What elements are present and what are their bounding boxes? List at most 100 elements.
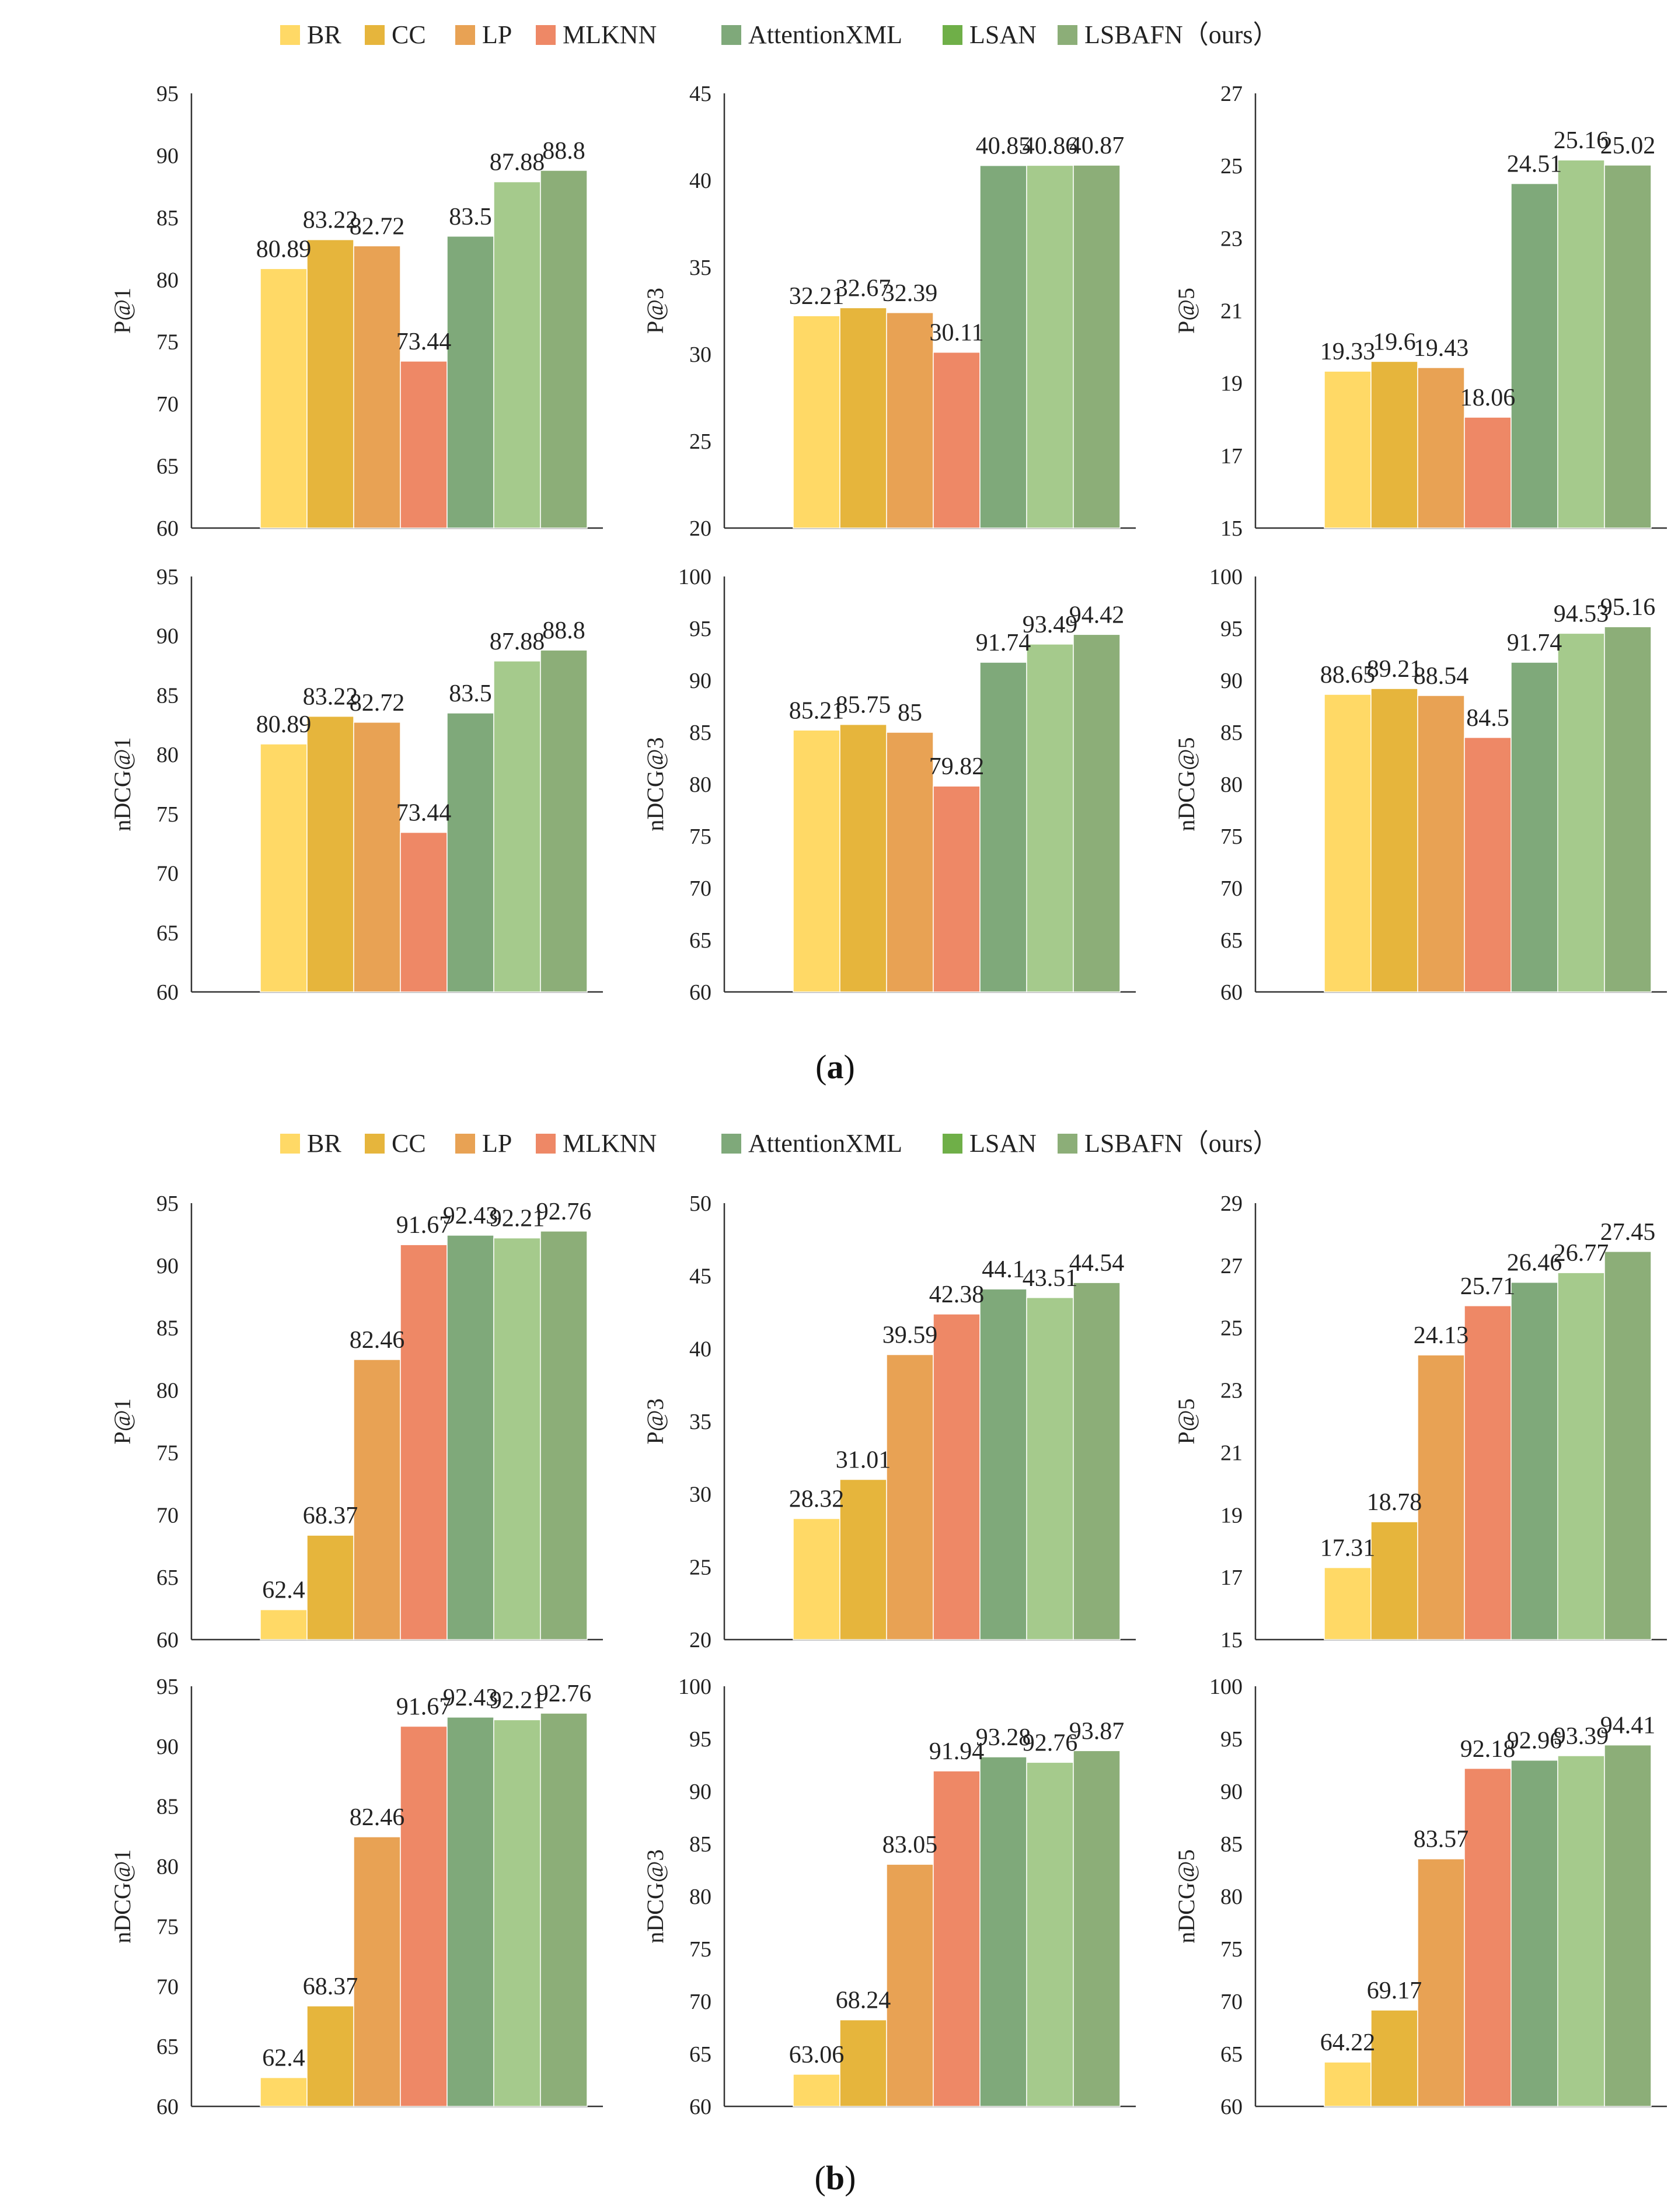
y-tick-label: 95 (156, 1675, 179, 1699)
bar-cc (306, 1535, 354, 1640)
data-label-lp: 88.54 (1414, 663, 1469, 690)
y-tick-label: 90 (156, 624, 179, 649)
y-tick-label: 70 (156, 392, 179, 417)
bar-lp (886, 1864, 934, 2107)
legend-label-lsan-a: LSAN (969, 20, 1037, 49)
bar-lsbafn (540, 649, 588, 993)
chart-b-ndcg-5: nDCG@5 60 65 70 75 80 85 90 95 100 64.22 69.17 83.57… (1173, 1675, 1667, 2119)
data-label-mlknn: 92.18 (1460, 1736, 1516, 1763)
y-tick-label: 90 (156, 1735, 179, 1759)
legend-swatch-lsbafn-ours-b (1058, 1134, 1077, 1154)
y-tick-label: 19 (1220, 1503, 1243, 1528)
y-tick-label: 15 (1220, 516, 1243, 541)
data-label-br: 28.32 (789, 1486, 845, 1513)
y-tick-label: 85 (1220, 721, 1243, 745)
bar-cc (306, 715, 354, 993)
legend-label-lsbafn-ours-b: LSBAFN（ours） (1084, 1129, 1279, 1158)
y-tick-label: 25 (689, 1555, 711, 1579)
data-label-br: 19.33 (1320, 338, 1376, 365)
data-label-lsbafn: 93.87 (1069, 1718, 1125, 1745)
bar-br (793, 729, 840, 993)
bar-mlknn (400, 831, 448, 993)
data-label-cc: 68.24 (836, 1987, 891, 2014)
y-tick-label: 27 (1220, 82, 1243, 106)
bar-br (1324, 2061, 1372, 2107)
legend-label-br-b: BR (307, 1129, 341, 1158)
bar-mlknn (400, 1725, 448, 2107)
chart-b-p-5: P@5151719212325272917.3118.7824.1325.712… (1173, 1191, 1667, 1652)
y-tick-label: 85 (1220, 1832, 1243, 1857)
bar-lp (1417, 367, 1465, 529)
legend-label-br-a: BR (307, 20, 341, 49)
bar-lp (1417, 1354, 1465, 1640)
data-label-lsbafn: 44.54 (1069, 1250, 1125, 1277)
y-tick-label: 30 (689, 1483, 711, 1507)
data-label-cc: 18.78 (1367, 1489, 1422, 1516)
y-tick-label: 80 (689, 1885, 711, 1909)
y-axis-label: P@3 (642, 1398, 668, 1444)
data-label-cc: 68.37 (303, 1502, 358, 1529)
bar-attentionxml (1510, 183, 1558, 529)
bar-mlknn (933, 785, 981, 993)
y-axis-label: P@5 (1173, 288, 1199, 334)
bar-br (793, 315, 840, 529)
data-label-cc: 83.22 (303, 207, 358, 234)
y-tick-label: 75 (156, 802, 179, 827)
bar-lp (886, 312, 934, 529)
y-tick-label: 75 (156, 330, 179, 355)
y-tick-label: 70 (689, 1990, 711, 2014)
data-label-attentionxml: 93.28 (976, 1724, 1031, 1751)
bar-lp (353, 1836, 401, 2107)
bar-lp (1417, 1858, 1465, 2107)
bar-lsbafn (540, 170, 588, 529)
y-tick-label: 65 (156, 921, 179, 945)
data-label-lp: 24.13 (1414, 1322, 1469, 1349)
bar-lsbafn (1604, 1251, 1652, 1640)
bar-mlknn (933, 1313, 981, 1640)
bar-lsbafn (1604, 1744, 1652, 2107)
bar-lsan (1557, 159, 1605, 529)
data-label-attentionxml: 26.46 (1507, 1250, 1562, 1277)
y-tick-label: 21 (1220, 299, 1243, 324)
bar-lp (886, 732, 934, 993)
data-label-cc: 69.17 (1367, 1977, 1422, 2004)
legend-b: BR CC LP MLKNN AttentionXML LSAN LSBAFN（ours） (280, 1129, 1279, 1158)
y-tick-label: 85 (689, 721, 711, 745)
bar-lsbafn (1604, 165, 1652, 529)
y-tick-label: 17 (1220, 444, 1243, 469)
y-tick-label: 95 (156, 82, 179, 106)
data-label-lp: 83.05 (882, 1832, 938, 1858)
bar-br (260, 743, 308, 993)
y-tick-label: 95 (1220, 617, 1243, 641)
data-label-mlknn: 91.94 (929, 1738, 985, 1765)
data-label-cc: 85.75 (836, 692, 891, 719)
y-tick-label: 65 (689, 2042, 711, 2067)
legend-swatch-lp-a (455, 25, 475, 45)
y-tick-label: 60 (156, 980, 179, 1005)
bar-lp (353, 1359, 401, 1640)
bar-lsbafn (1073, 165, 1121, 529)
bar-mlknn (400, 1244, 448, 1640)
y-tick-label: 80 (1220, 1885, 1243, 1909)
bar-cc (1370, 1521, 1418, 1640)
bar-cc (1370, 688, 1418, 993)
data-label-cc: 31.01 (836, 1446, 891, 1473)
data-label-br: 85.21 (789, 697, 845, 724)
bar-attentionxml (979, 165, 1027, 529)
y-axis-label: nDCG@5 (1173, 737, 1199, 831)
y-tick-label: 75 (156, 1441, 179, 1465)
y-tick-label: 85 (689, 1832, 711, 1857)
y-tick-label: 23 (1220, 226, 1243, 251)
bar-lsan (493, 1719, 541, 2107)
bar-lp (886, 1354, 934, 1640)
y-tick-label: 25 (689, 429, 711, 454)
y-axis-label: nDCG@1 (109, 737, 135, 831)
data-label-mlknn: 73.44 (396, 329, 452, 355)
bar-lp (1417, 695, 1465, 993)
bar-br (260, 268, 308, 529)
data-label-lp: 82.46 (350, 1327, 405, 1354)
y-tick-label: 80 (689, 773, 711, 797)
data-label-attentionxml: 83.5 (449, 680, 492, 707)
y-axis-label: nDCG@3 (642, 1849, 668, 1943)
